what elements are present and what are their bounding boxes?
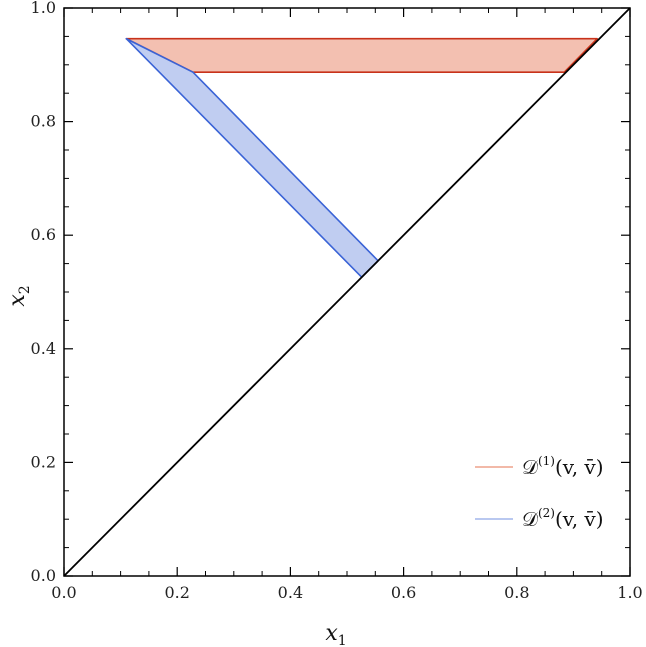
diagonal-layer	[63, 7, 631, 577]
legend-label-series-2: 𝒟(2)(v, v̄)	[522, 506, 604, 531]
diagonal-line	[63, 7, 631, 577]
legend-label-series-1: 𝒟(1)(v, v̄)	[522, 454, 604, 479]
series-1-region	[125, 37, 599, 73]
y-tick-label: 0.8	[31, 112, 56, 131]
ticks-layer: 0.0 0.2 0.4 0.6 0.8 1.0 0.0 0.2 0.4 0.6 0.8 1.0	[31, 0, 643, 602]
x-tick-label: 0.8	[504, 583, 529, 602]
y-tick-label: 0.2	[31, 452, 56, 471]
x-axis-label: x1	[325, 621, 346, 647]
x-tick-label: 0.0	[51, 583, 76, 602]
x-tick-label: 0.4	[278, 583, 303, 602]
y-tick-label: 1.0	[31, 0, 56, 17]
y-tick-label: 0.0	[31, 566, 56, 585]
y-axis-label: x2	[5, 285, 33, 306]
x-tick-label: 0.2	[164, 583, 189, 602]
y-tick-label: 0.6	[31, 225, 56, 244]
x-tick-label: 1.0	[617, 583, 642, 602]
legend: 𝒟(1)(v, v̄) 𝒟(2)(v, v̄)	[475, 454, 604, 531]
x-tick-label: 0.6	[391, 583, 416, 602]
y-tick-label: 0.4	[31, 339, 56, 358]
